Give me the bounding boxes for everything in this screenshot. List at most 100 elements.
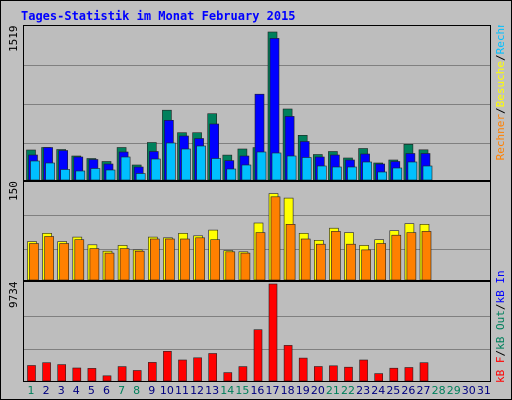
x-tick-label-day-31: 31 [476, 384, 491, 397]
kb-bar-day-21 [329, 365, 338, 381]
kb-bar-day-17 [268, 283, 278, 381]
x-tick-label-day-18: 18 [280, 384, 295, 397]
x-tick-label-day-22: 22 [341, 384, 356, 397]
kb-bar-day-2 [42, 362, 51, 381]
x-tick-label-day-7: 7 [118, 384, 126, 397]
kb-ymax-label: 9734 [7, 282, 20, 309]
rechner-orange-bar-day-26 [406, 232, 417, 280]
kb-bar-day-9 [148, 362, 157, 381]
rechner-orange-bar-day-19 [300, 238, 311, 280]
kb-bar-day-6 [102, 375, 112, 381]
kb-bar-day-16 [253, 329, 263, 381]
kb-bar-day-22 [344, 366, 353, 381]
top-legend-item-3: / [494, 54, 507, 62]
rechner-orange-bar-day-9 [150, 238, 160, 280]
x-tick-label-day-14: 14 [220, 384, 235, 397]
x-tick-label-day-5: 5 [87, 384, 95, 397]
x-axis-labels: 1 2 3 4 5 6 7 8 9 10 11 12 13 14 15 16 17 18 19 20 21 22 23 24 2… [23, 384, 491, 398]
rechner-bar-day-17 [271, 152, 282, 180]
rechner-bar-day-15 [241, 164, 252, 180]
legend: kB F/kB Out/kB InRechner/Besuche/Rechner… [494, 25, 510, 383]
x-tick-label-day-1: 1 [27, 384, 35, 397]
bottom-legend-item-3: / [494, 303, 507, 311]
kb-bar-day-5 [87, 368, 97, 381]
rechner-orange-bar-day-1 [29, 243, 39, 280]
top-legend-item-4: Rechner [494, 25, 507, 55]
kb-bar-day-14 [223, 372, 233, 381]
rechner-orange-bar-day-22 [346, 243, 356, 280]
rechner-bar-day-12 [196, 145, 206, 180]
rechner-bar-day-6 [105, 169, 116, 180]
x-tick-label-day-6: 6 [102, 384, 110, 397]
rechner-orange-bar-day-21 [331, 231, 341, 280]
top-legend-item-2: Besuche [494, 61, 507, 108]
x-tick-label-day-16: 16 [250, 384, 265, 397]
kb-bar-day-12 [193, 357, 202, 381]
rechner-bar-day-27 [422, 165, 433, 180]
kb-bar-day-19 [298, 357, 308, 381]
rechner-bar-day-16 [256, 151, 267, 180]
rechner-orange-bar-day-13 [210, 239, 220, 280]
rechner-orange-bar-day-7 [119, 248, 130, 280]
kb-bar-day-3 [57, 364, 67, 381]
rechner-bar-day-1 [30, 160, 40, 180]
x-tick-label-day-13: 13 [205, 384, 220, 397]
kb-chart [24, 283, 490, 381]
x-tick-label-day-17: 17 [265, 384, 280, 397]
rechner-bar-day-14 [226, 168, 237, 180]
kb-bar-day-11 [178, 359, 187, 381]
x-tick-label-day-19: 19 [295, 384, 310, 397]
top-legend-item-0: Rechner [494, 114, 507, 161]
kb-bar-day-18 [283, 345, 293, 381]
x-tick-label-day-27: 27 [416, 384, 431, 397]
rechner-bar-day-9 [151, 158, 161, 180]
x-tick-label-day-11: 11 [174, 384, 189, 397]
x-tick-label-day-26: 26 [401, 384, 416, 397]
rechner-orange-bar-day-12 [195, 237, 205, 280]
rechner-orange-bar-day-3 [59, 243, 70, 280]
kb-bar-day-27 [419, 362, 429, 381]
rechner-bar-day-11 [181, 148, 191, 180]
rechner-orange-bar-day-20 [315, 243, 326, 280]
x-tick-label-day-30: 30 [461, 384, 476, 397]
hits-ymax-label: 1519 [7, 26, 20, 53]
x-tick-label-day-4: 4 [72, 384, 80, 397]
x-tick-label-day-3: 3 [57, 384, 65, 397]
rechner-bar-day-21 [332, 166, 342, 180]
kb-bar-day-24 [374, 373, 384, 381]
rechner-bar-day-26 [407, 161, 418, 180]
x-tick-label-day-15: 15 [235, 384, 250, 397]
dateien-bar-day-13 [209, 123, 219, 180]
dateien-bar-day-18 [284, 116, 295, 180]
rechner-bar-day-19 [301, 157, 312, 180]
kb-bar-day-1 [27, 365, 36, 381]
x-tick-label-day-29: 29 [446, 384, 461, 397]
dateien-bar-day-17 [269, 38, 280, 180]
hits-chart-panel [23, 25, 491, 181]
bottom-legend-item-0: kB F [494, 356, 507, 384]
visits-chart [24, 193, 490, 280]
kb-chart-panel [23, 281, 491, 382]
x-tick-label-day-2: 2 [42, 384, 50, 397]
kb-bar-day-20 [313, 366, 323, 381]
rechner-bar-day-10 [166, 142, 176, 180]
rechner-orange-bar-day-14 [225, 251, 236, 280]
rechner-bar-day-5 [90, 168, 101, 180]
rechner-bar-day-7 [120, 156, 131, 180]
kb-bar-day-10 [163, 351, 172, 381]
x-tick-label-day-23: 23 [356, 384, 371, 397]
visits-ymax-label: 150 [7, 181, 20, 201]
x-tick-label-day-8: 8 [133, 384, 141, 397]
legend-bottom: kB F/kB Out/kB In [494, 270, 507, 383]
rechner-bar-day-20 [316, 165, 327, 180]
x-tick-label-day-20: 20 [310, 384, 325, 397]
rechner-bar-day-8 [135, 173, 146, 180]
rechner-bar-day-24 [377, 171, 388, 180]
rechner-orange-bar-day-10 [165, 238, 175, 280]
rechner-orange-bar-day-23 [361, 249, 371, 280]
rechner-orange-bar-day-24 [376, 243, 387, 280]
rechner-orange-bar-day-18 [285, 223, 296, 280]
rechner-orange-bar-day-27 [421, 231, 432, 280]
rechner-bar-day-18 [286, 155, 297, 180]
rechner-orange-bar-day-4 [74, 239, 85, 280]
